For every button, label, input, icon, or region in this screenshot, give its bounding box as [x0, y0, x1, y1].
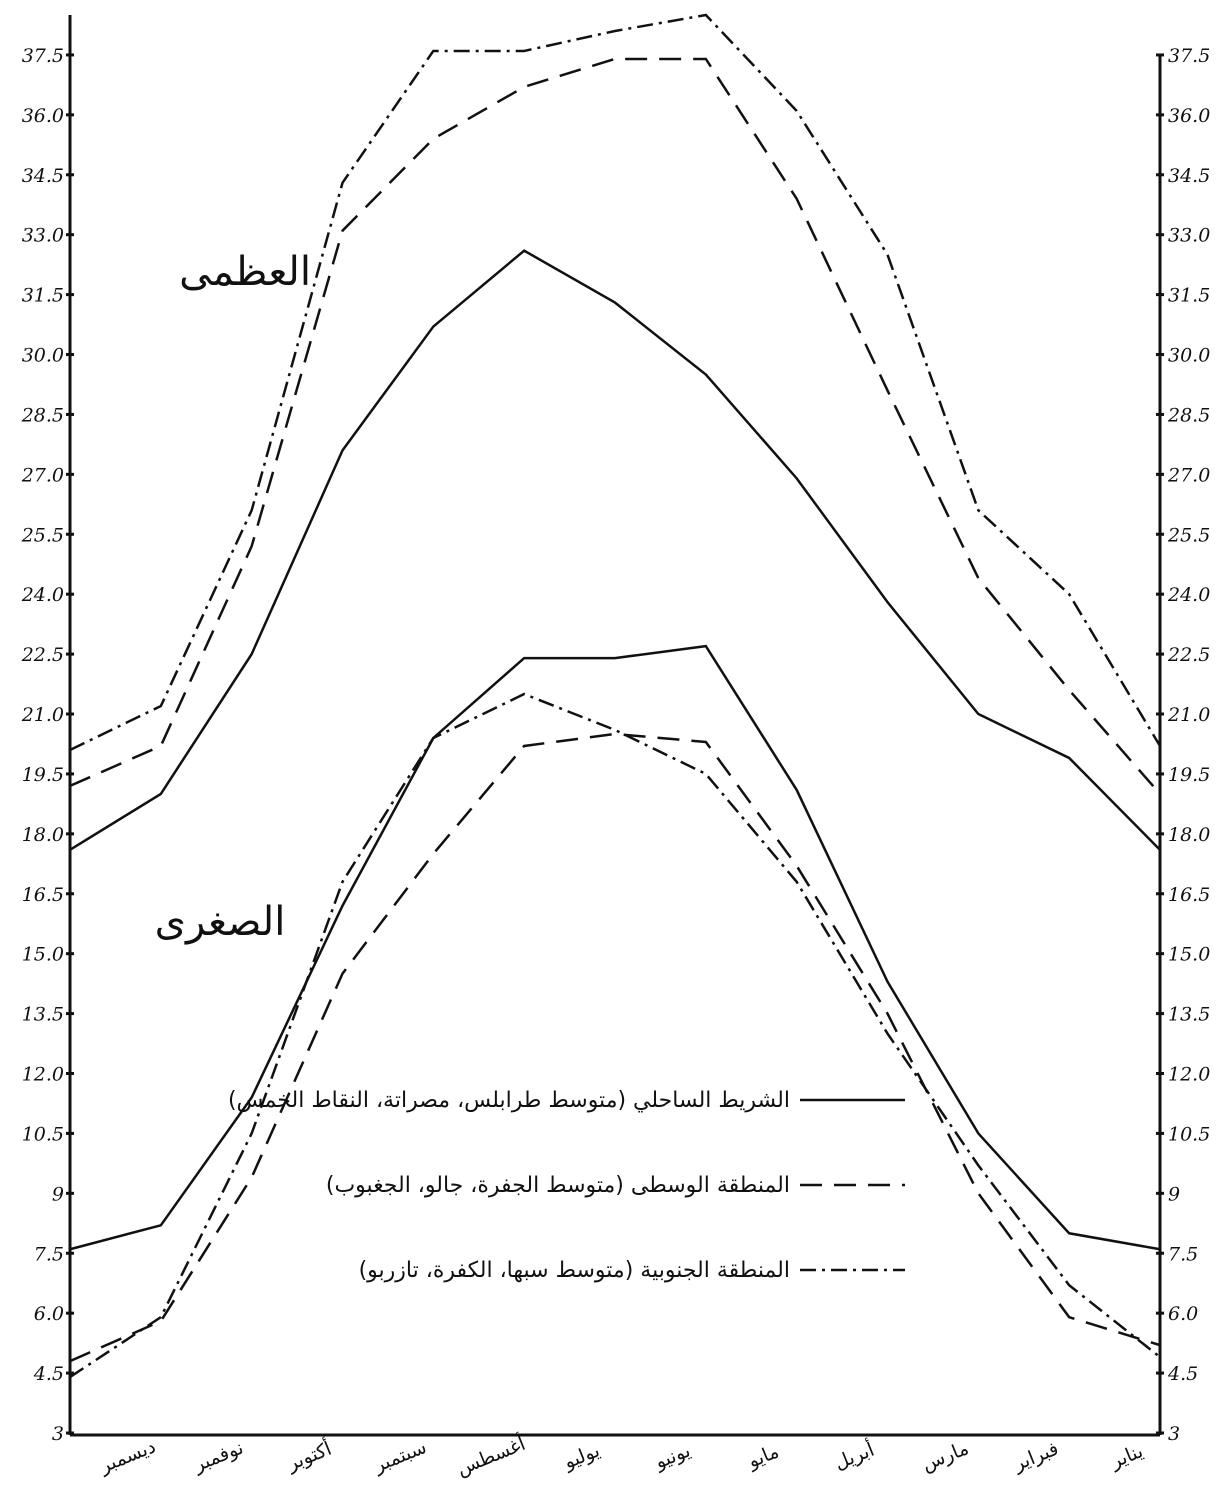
y-tick-label-right: 9 [1168, 1183, 1180, 1205]
y-tick-label-right: 6.0 [1168, 1303, 1198, 1325]
line-series [69, 57, 1161, 795]
y-tick-label: 16.5 [22, 884, 64, 906]
line-series [69, 692, 1161, 1379]
line-series [69, 13, 1162, 752]
annotation: العظمى [179, 249, 311, 295]
annotation: الصغرى [155, 899, 286, 945]
y-tick-label: 9 [52, 1183, 64, 1205]
y-tick-label: 19.5 [22, 764, 64, 786]
y-tick-label: 15.0 [22, 944, 64, 966]
y-tick-label-right: 15.0 [1168, 944, 1210, 966]
x-tick-label: نوفمبر [190, 1437, 247, 1477]
y-tick-label: 30.0 [22, 345, 64, 367]
x-tick-label: سبتمبر [370, 1436, 430, 1477]
x-tick-label: ديسمبر [96, 1435, 159, 1477]
y-tick-label-right: 21.0 [1167, 704, 1210, 726]
y-tick-label-right: 28.5 [1167, 404, 1210, 426]
y-tick-label-right: 25.5 [1167, 524, 1210, 546]
y-tick-label: 6.0 [34, 1303, 64, 1325]
y-tick-label: 31.5 [22, 285, 64, 307]
y-tick-label-right: 12.0 [1168, 1064, 1210, 1086]
y-tick-label-right: 34.5 [1168, 165, 1210, 187]
x-tick-label: أكتوبر [282, 1436, 334, 1476]
y-tick-label: 3 [52, 1423, 64, 1445]
x-tick-label: يناير [1107, 1440, 1146, 1473]
y-tick-label: 21.0 [21, 704, 64, 726]
legend-label: المنطقة الجنوبية (متوسط سبها، الكفرة، تا… [359, 1258, 790, 1283]
y-tick-label-right: 13.5 [1168, 1004, 1210, 1026]
y-tick-label: 18.0 [22, 824, 64, 846]
y-tick-label: 28.5 [21, 404, 64, 426]
y-tick-label: 36.0 [22, 105, 64, 127]
y-tick-label-right: 18.0 [1168, 824, 1210, 846]
y-tick-label: 27.0 [21, 464, 64, 486]
y-tick-label-right: 7.5 [1168, 1243, 1198, 1265]
x-tick-label: أبريل [831, 1437, 878, 1475]
x-tick-label: فبراير [1010, 1438, 1062, 1476]
y-tick-label-right: 3 [1168, 1423, 1180, 1445]
y-tick-label: 10.5 [22, 1123, 64, 1145]
y-tick-label: 7.5 [34, 1243, 64, 1265]
y-tick-label: 12.0 [22, 1064, 64, 1086]
x-tick-label: يونيو [651, 1440, 694, 1474]
y-tick-label: 37.5 [22, 45, 64, 67]
y-tick-label: 13.5 [22, 1004, 64, 1026]
x-tick-label: أغسطس [453, 1431, 529, 1480]
y-tick-label-right: 16.5 [1168, 884, 1210, 906]
line-series [69, 644, 1161, 1251]
y-tick-label-right: 33.0 [1168, 225, 1210, 247]
y-tick-label: 34.5 [22, 165, 64, 187]
y-tick-label-right: 4.5 [1167, 1363, 1198, 1385]
y-tick-label-right: 36.0 [1168, 105, 1210, 127]
x-tick-label: مارس [919, 1437, 972, 1476]
x-tick-label: مايو [744, 1440, 782, 1472]
legend-label: الشريط الساحلي (متوسط طرابلس، مصراتة، ال… [228, 1088, 790, 1113]
y-tick-label: 33.0 [22, 225, 64, 247]
y-tick-label-right: 37.5 [1168, 45, 1210, 67]
y-tick-label: 22.5 [21, 644, 64, 666]
x-tick-label: يوليو [560, 1439, 603, 1473]
legend-label: المنطقة الوسطى (متوسط الجفرة، جالو، الجغ… [326, 1173, 790, 1198]
y-tick-label-right: 22.5 [1167, 644, 1210, 666]
y-tick-label-right: 31.5 [1168, 285, 1210, 307]
y-tick-label-right: 27.0 [1167, 464, 1210, 486]
y-tick-label: 25.5 [21, 524, 64, 546]
y-tick-label-right: 10.5 [1168, 1123, 1210, 1145]
y-tick-label-right: 24.0 [1167, 584, 1210, 606]
y-tick-label-right: 30.0 [1168, 345, 1210, 367]
y-tick-label: 24.0 [21, 584, 64, 606]
y-tick-label: 4.5 [33, 1363, 64, 1385]
y-tick-label-right: 19.5 [1168, 764, 1210, 786]
line-series [69, 249, 1161, 851]
